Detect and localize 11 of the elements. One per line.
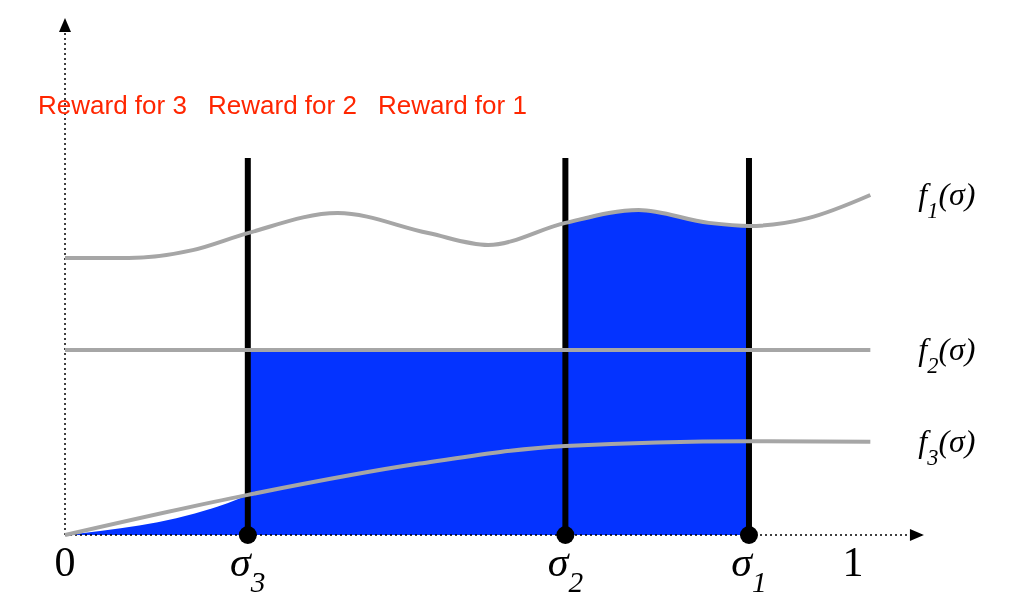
- text: Reward for 2: [208, 90, 357, 120]
- x-tick-label: 0: [54, 539, 76, 585]
- series-label: f$_{1}$(σ): [918, 176, 976, 223]
- text: Reward for 3: [38, 90, 187, 120]
- ref-line-label: σ$_{1}$: [731, 539, 767, 598]
- text: Reward for 1: [378, 90, 527, 120]
- series-label: f$_{3}$(σ): [918, 422, 976, 470]
- ref-line-label: σ$_{2}$: [547, 539, 584, 598]
- series-label: f$_{2}$(σ): [918, 331, 976, 378]
- ref-line-label: σ$_{3}$: [230, 539, 266, 598]
- x-tick-label: 1: [842, 539, 864, 585]
